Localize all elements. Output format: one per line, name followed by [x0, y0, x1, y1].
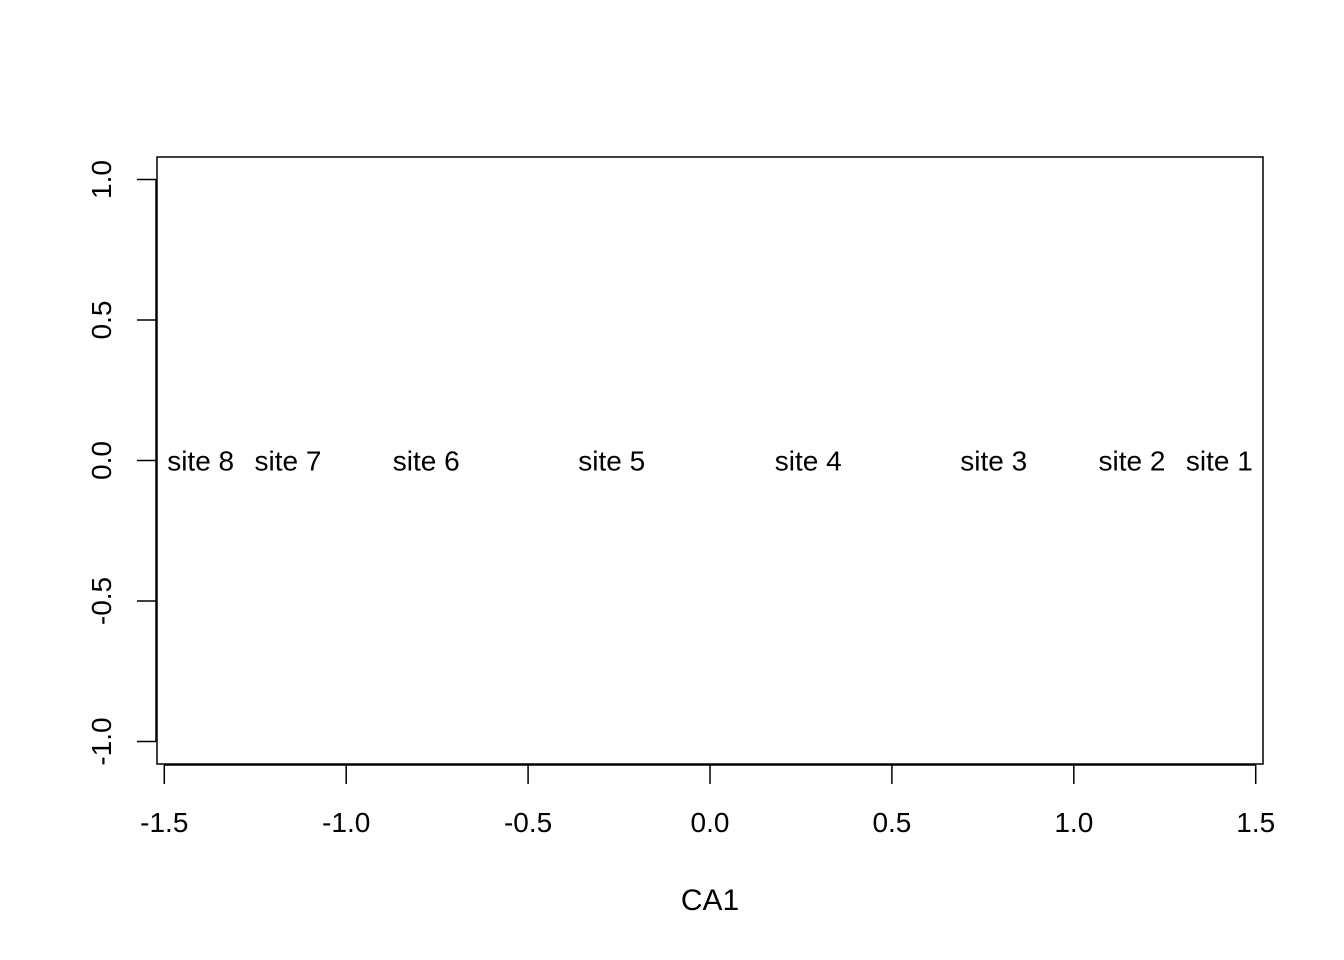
x-tick-label: 0.5 [872, 807, 911, 838]
site-labels: site 8 site 7 site 6 site 5 site 4 site 3 site… [167, 446, 1253, 477]
site-label: site 7 [255, 446, 322, 477]
y-tick-label: 0.0 [86, 441, 117, 480]
y-tick-label: 0.5 [86, 301, 117, 340]
x-tick-label: 1.0 [1054, 807, 1093, 838]
site-label: site 2 [1099, 446, 1166, 477]
site-label: site 6 [393, 446, 460, 477]
x-tick-label: 0.0 [691, 807, 730, 838]
y-tick-label: -1.0 [86, 717, 117, 765]
x-tick-label: 1.5 [1236, 807, 1275, 838]
x-axis: -1.5 -1.0 -0.5 0.0 0.5 1.0 1.5 [140, 764, 1275, 838]
site-label: site 3 [960, 446, 1027, 477]
site-label: site 8 [167, 446, 234, 477]
x-axis-label: CA1 [681, 884, 739, 917]
y-tick-label: 1.0 [86, 160, 117, 199]
x-tick-label: -1.5 [140, 807, 188, 838]
site-label: site 1 [1186, 446, 1253, 477]
x-tick-label: -1.0 [322, 807, 370, 838]
y-axis: -1.0 -0.5 0.0 0.5 1.0 [86, 160, 157, 766]
site-label: site 5 [578, 446, 645, 477]
y-tick-label: -0.5 [86, 577, 117, 625]
plot-frame [156, 156, 1264, 765]
site-label: site 4 [775, 446, 842, 477]
x-tick-label: -0.5 [504, 807, 552, 838]
